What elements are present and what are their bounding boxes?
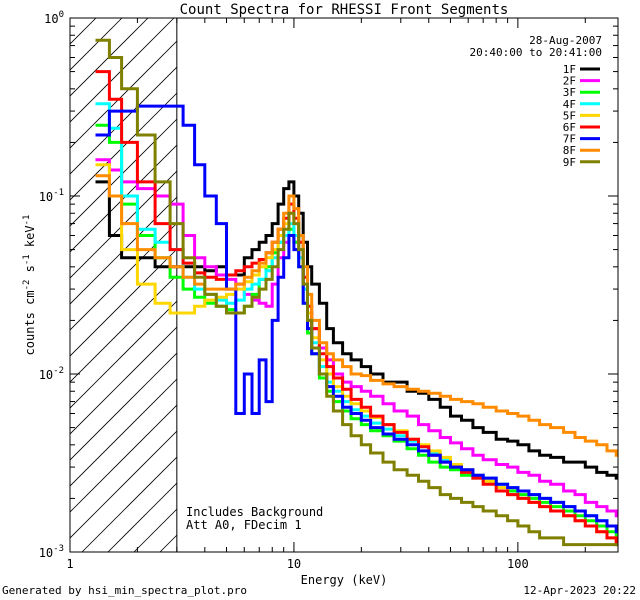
series-8F [95, 174, 618, 457]
legend-label-2F: 2F [563, 75, 576, 88]
footer-timestamp: 12-Apr-2023 20:22 [523, 584, 636, 597]
y-tick-label: 10-1 [39, 188, 64, 204]
series-9F [95, 38, 618, 547]
y-axis-label: counts cm-2 s-1 keV-1 [22, 215, 37, 356]
x-axis-label: Energy (keV) [301, 573, 388, 587]
footer-generated-by: Generated by hsi_min_spectra_plot.pro [2, 584, 248, 597]
legend-label-9F: 9F [563, 156, 576, 169]
legend-label-8F: 8F [563, 144, 576, 157]
y-tick-label: 10-3 [39, 544, 64, 560]
y-tick-label: 10-2 [39, 366, 64, 382]
legend-label-3F: 3F [563, 86, 576, 99]
date-label: 28-Aug-2007 [529, 34, 602, 47]
hatched-region [70, 18, 618, 552]
hatch-line [70, 18, 175, 123]
legend-label-6F: 6F [563, 121, 576, 134]
x-tick-label: 100 [507, 557, 529, 571]
series-6F [95, 70, 618, 547]
hatch-line [70, 18, 123, 71]
legend-label-5F: 5F [563, 109, 576, 122]
x-tick-label: 1 [66, 557, 73, 571]
hatch-line [70, 18, 71, 19]
time-range-label: 20:40:00 to 20:41:00 [470, 46, 602, 59]
legend-label-7F: 7F [563, 133, 576, 146]
plot-frame [69, 17, 619, 553]
series-layer [95, 38, 618, 547]
hatch-mask [176, 18, 618, 552]
x-tick-label: 10 [287, 557, 301, 571]
chart-title: Count Spectra for RHESSI Front Segments [180, 2, 509, 18]
legend-label-4F: 4F [563, 98, 576, 111]
hatch-line [70, 18, 201, 149]
annotation-background: Includes Background [186, 505, 323, 519]
legend-label-1F: 1F [563, 63, 576, 76]
axes: 1 10 100 100 10-1 10-2 10-3 [39, 10, 618, 571]
hatch-line [70, 18, 97, 45]
y-tick-label: 100 [44, 10, 64, 26]
annotation-attenuator: Att A0, FDecim 1 [186, 518, 302, 532]
